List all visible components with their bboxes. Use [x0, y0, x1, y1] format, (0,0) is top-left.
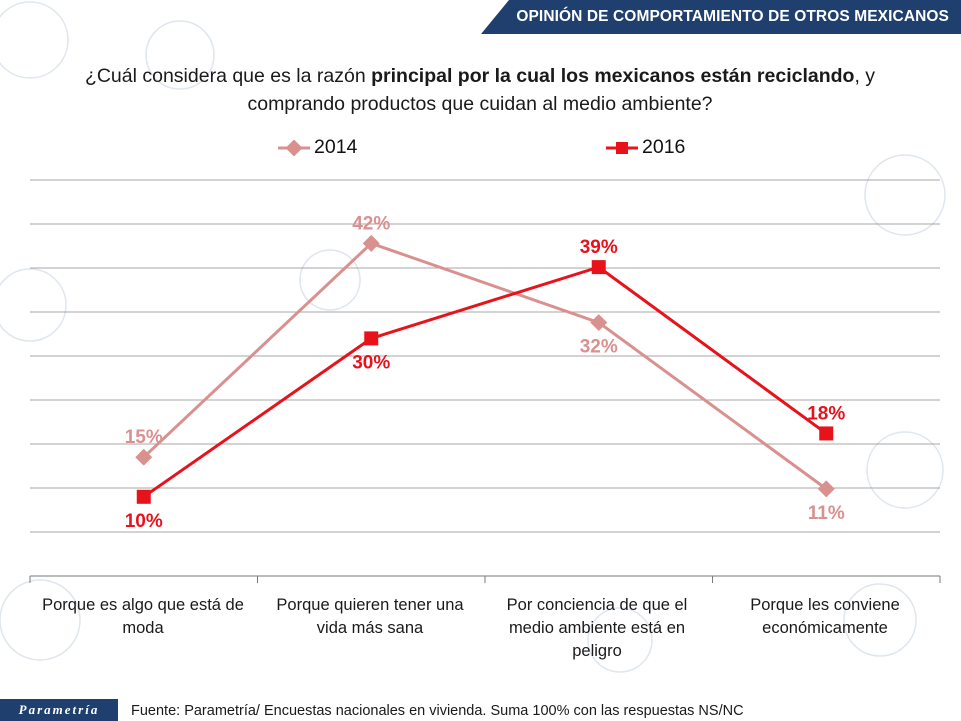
header-bar: OPINIÓN DE COMPORTAMIENTO DE OTROS MEXIC…: [481, 0, 961, 34]
data-label-2014: 32%: [580, 337, 618, 358]
legend-label-2016: 2016: [642, 136, 686, 158]
header-title: OPINIÓN DE COMPORTAMIENTO DE OTROS MEXIC…: [516, 8, 949, 25]
data-point-2014: [362, 234, 380, 252]
category-label-4-line1: Porque les conviene: [750, 596, 900, 614]
footer-logo-text: Parametría: [18, 702, 100, 717]
data-point-2016: [591, 260, 606, 275]
data-label-2016: 30%: [352, 352, 390, 373]
legend-marker-2014: [278, 139, 310, 156]
question-part2: , y: [854, 65, 876, 87]
data-label-2016: 39%: [580, 237, 618, 258]
question-line2: comprando productos que cuidan al medio …: [247, 93, 713, 115]
series-line-2016: [142, 265, 828, 499]
data-label-2014: 11%: [808, 503, 845, 524]
footer-source-note: Fuente: Parametría/ Encuestas nacionales…: [131, 703, 744, 719]
category-label-1: Porque es algo que está de moda: [28, 594, 258, 640]
category-label-1-line2: moda: [122, 619, 164, 637]
category-label-4: Porque les conviene económicamente: [710, 594, 940, 640]
data-label-2016: 18%: [807, 403, 845, 424]
data-point-2016: [364, 331, 379, 346]
data-label-2014: 42%: [352, 213, 390, 234]
data-label-2016: 10%: [125, 511, 163, 532]
data-point-2014: [590, 314, 608, 332]
category-label-3: Por conciencia de que el medio ambiente …: [482, 594, 712, 663]
category-label-1-line1: Porque es algo que está de: [42, 596, 244, 614]
category-label-2-line2: vida más sana: [316, 619, 424, 637]
data-point-2016: [819, 426, 834, 441]
chart-question: ¿Cuál considera que es la razón principa…: [30, 62, 930, 118]
question-part1: ¿Cuál considera que es la razón: [84, 65, 372, 87]
legend-item-2016: 2016: [606, 136, 685, 159]
category-label-2-line1: Porque quieren tener una: [276, 596, 464, 614]
category-label-2: Porque quieren tener una vida más sana: [255, 594, 485, 640]
data-point-2014: [817, 480, 835, 498]
parametria-logo: Parametría: [0, 699, 118, 721]
legend-label-2014: 2014: [314, 136, 358, 158]
data-label-2014: 15%: [125, 427, 163, 448]
data-point-2014: [135, 448, 153, 466]
legend-item-2014: 2014: [278, 136, 357, 159]
series-line-2014: [142, 241, 828, 491]
question-bold: principal por la cual los mexicanos está…: [371, 65, 855, 87]
category-label-3-line2: medio ambiente está en: [508, 619, 686, 637]
category-label-3-line3: peligro: [572, 642, 622, 660]
category-label-4-line2: económicamente: [762, 619, 888, 637]
legend-marker-2016: [606, 141, 638, 154]
category-label-3-line1: Por conciencia de que el: [506, 596, 688, 614]
data-point-2016: [136, 489, 151, 504]
